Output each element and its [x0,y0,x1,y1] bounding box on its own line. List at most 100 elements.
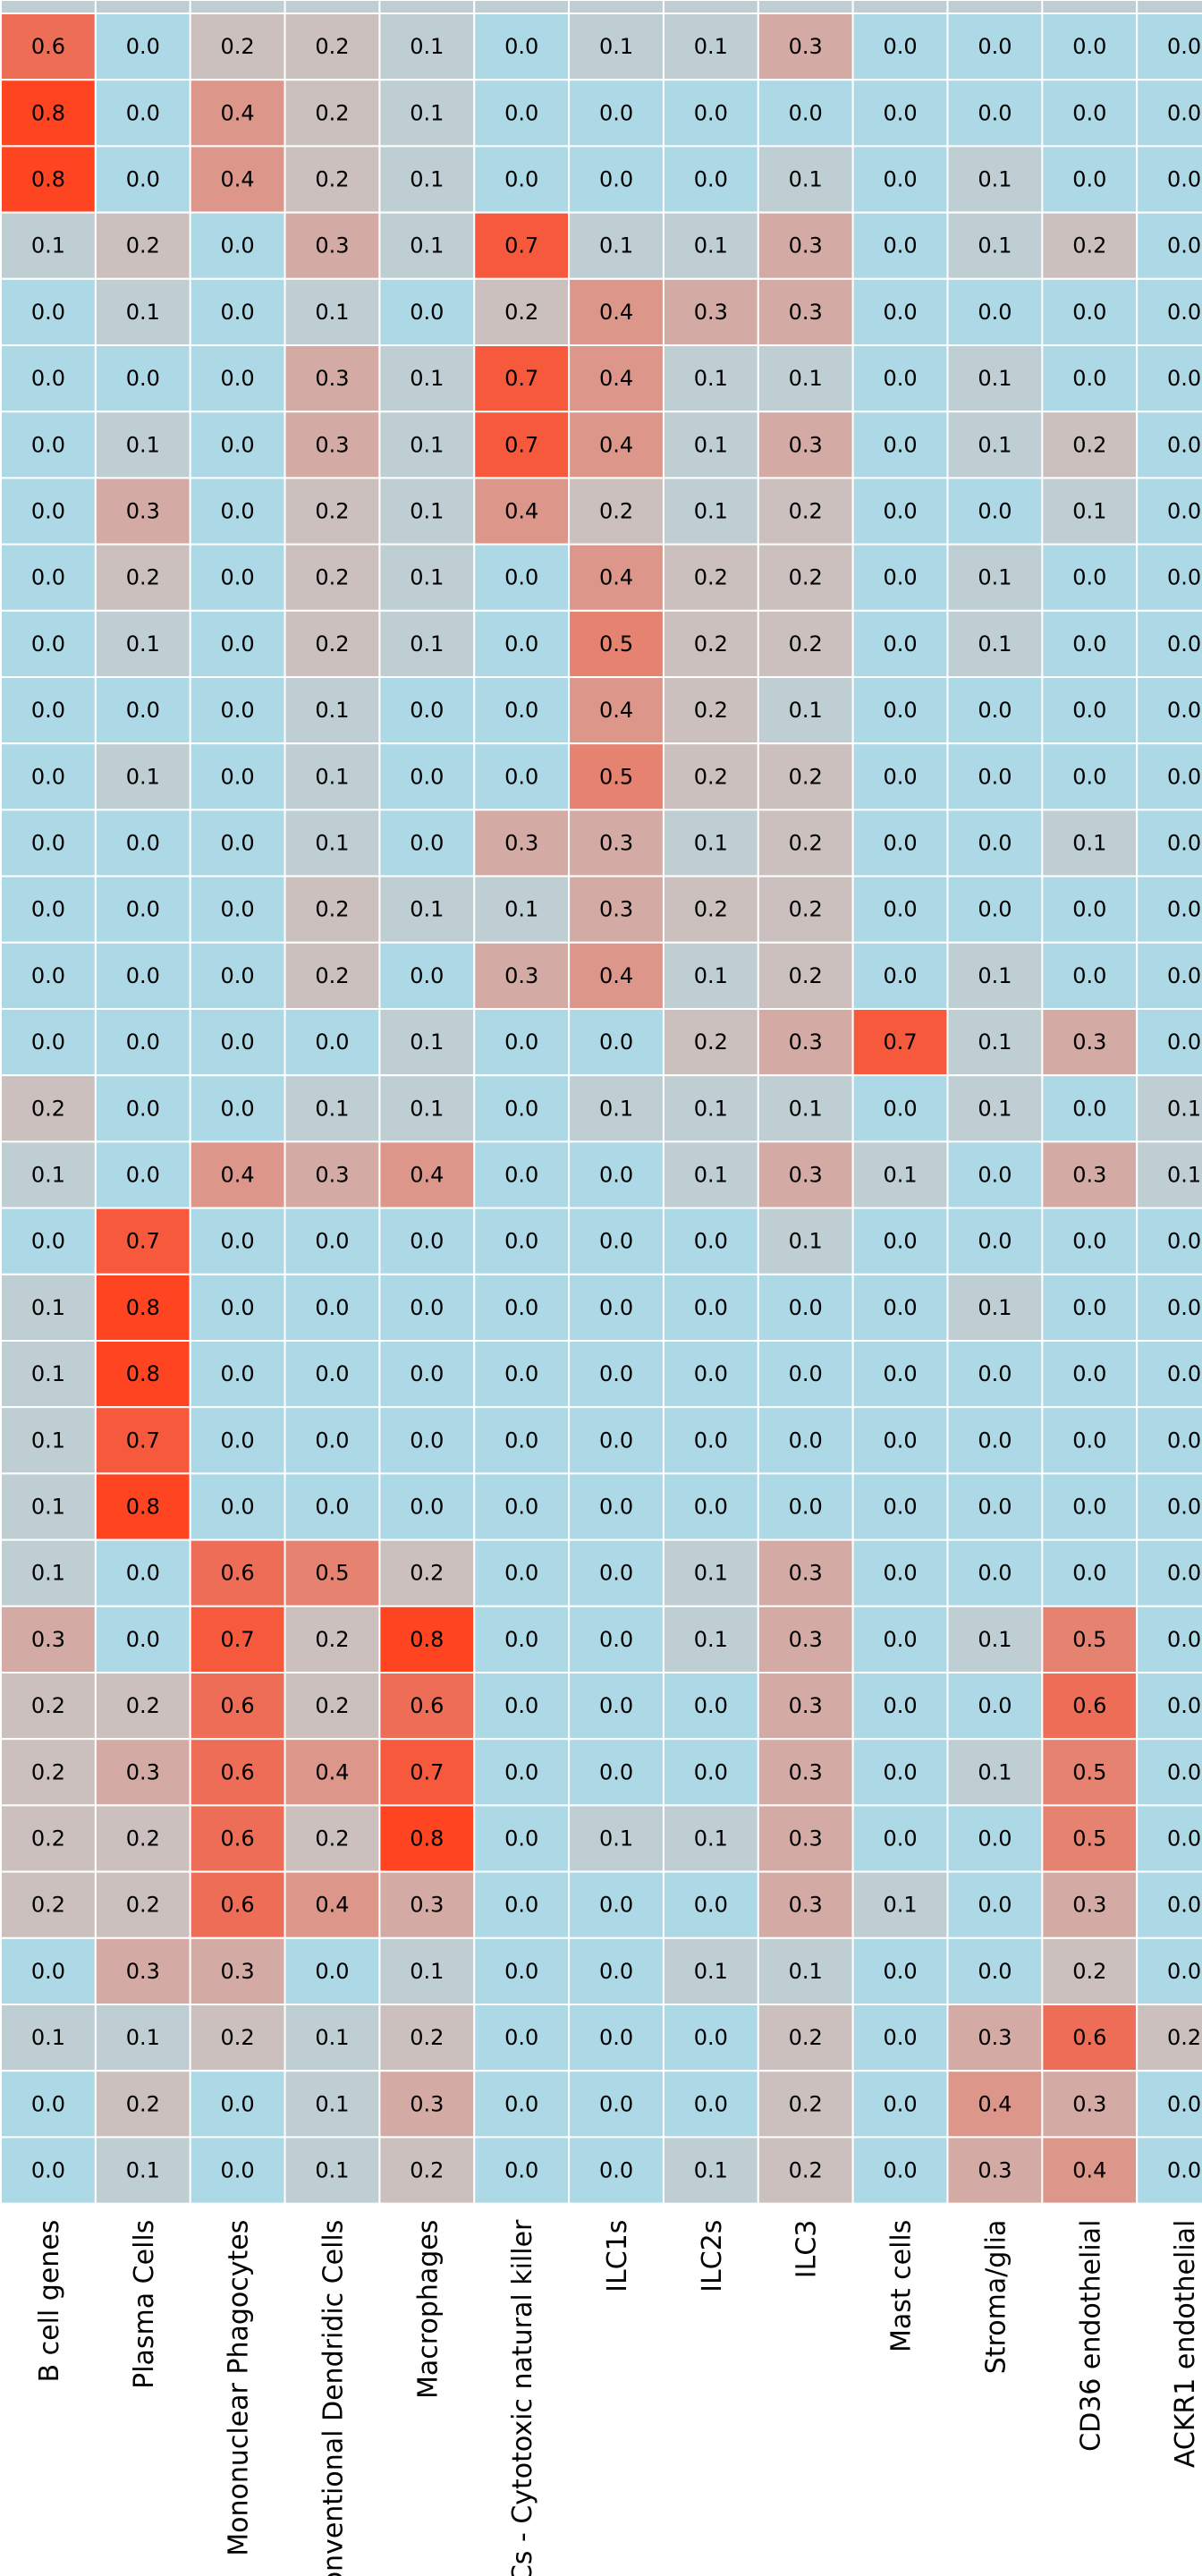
heatmap-cell [94,1804,191,1873]
heatmap-cell [662,79,759,148]
heatmap-cell [662,1406,759,1475]
heatmap-cell-value: 0.1 [883,1893,917,1918]
heatmap-cell [473,1538,571,1607]
heatmap-cell [851,1538,949,1607]
heatmap-cell [851,941,949,1011]
heatmap-cell [94,13,191,81]
heatmap-cell-value: 0.0 [599,2158,633,2183]
heatmap-cell [1041,1936,1139,2006]
heatmap-cell-value: 0.6 [221,1826,255,1852]
heatmap-cell-value: 0.0 [599,1759,633,1784]
heatmap-cell [757,2070,854,2139]
heatmap-cell [189,1605,286,1674]
heatmap-cell-value: 0.1 [694,2158,728,2183]
heatmap-cell-value: 0.0 [221,300,255,325]
heatmap-cell-value: 0.0 [1167,1229,1201,1254]
heatmap-cell-value: 0.0 [1072,764,1106,789]
column-label: ILC1s [602,2220,633,2292]
heatmap-cell-value: 0.4 [410,1163,444,1188]
heatmap-cell-value: 0.0 [694,1229,728,1254]
heatmap-cell [0,1140,97,1209]
heatmap-cell-value: 0.1 [789,1096,823,1121]
heatmap-cell [473,742,571,811]
heatmap-cell [662,676,759,745]
heatmap-cell [1041,79,1139,148]
heatmap-cell-value: 0.0 [126,698,160,723]
heatmap-cell-value: 0.4 [599,432,633,457]
heatmap-cell [0,1008,97,1077]
heatmap-cell-value: 0.0 [126,1096,160,1121]
heatmap-cell-value: 0.3 [126,499,160,524]
heatmap-cell-value: 0.0 [978,698,1012,723]
heatmap-cell [851,1074,949,1143]
heatmap-cell [94,742,191,811]
heatmap-cell [473,1406,571,1475]
heatmap-cell [946,1340,1044,1409]
heatmap-cell-value: 0.0 [1167,698,1201,723]
heatmap-cell [1136,1207,1202,1275]
heatmap-cell-value: 0.1 [126,631,160,657]
heatmap-cell [1041,742,1139,811]
heatmap-cell-value: 0.0 [126,963,160,988]
heatmap-cell-value: 0.8 [410,1627,444,1652]
heatmap-cell-value: 0.1 [410,565,444,590]
heatmap-cell-value: 0.0 [978,897,1012,922]
heatmap-cell-value: 0.5 [1072,1627,1106,1652]
heatmap-cell-value: 0.0 [221,764,255,789]
column-labels: B cell genes Plasma Cells Mononuclear Phag… [34,2219,1201,2576]
heatmap-cell-value: 0.3 [126,1759,160,1784]
heatmap-cell-value: 0.0 [504,1030,538,1055]
heatmap-cell-value: 0.1 [694,831,728,856]
heatmap-cell [568,609,664,678]
heatmap-cell [568,941,664,1011]
heatmap-cell-value: 0.0 [789,1361,823,1386]
heatmap-cell-value: 0.0 [315,1295,349,1320]
heatmap-cell-value: 0.3 [1072,1893,1106,1918]
heatmap-cell [0,1273,97,1343]
heatmap-cell [568,1273,664,1343]
heatmap-cell-value: 0.1 [694,233,728,258]
heatmap-cell-value: 0.2 [315,1627,349,1652]
heatmap-cell [568,2004,664,2072]
heatmap-cell-value: 0.0 [599,1428,633,1453]
heatmap-cell-value: 0.0 [978,1893,1012,1918]
heatmap-cell [284,344,381,413]
heatmap-cell-value: 0.0 [883,100,917,125]
heatmap-cell-value: 0.0 [978,1495,1012,1520]
heatmap-cell-value: 0.0 [221,631,255,657]
heatmap-cell-value: 0.0 [504,764,538,789]
heatmap-cell [1136,2004,1202,2072]
heatmap-cell [189,1804,286,1873]
heatmap-cell [378,1738,476,1807]
heatmap-cell-value: 0.1 [315,2158,349,2183]
heatmap-cell [189,2136,286,2205]
heatmap-cell [284,211,381,280]
heatmap-cell [284,1406,381,1475]
heatmap-cell-value: 0.0 [599,2091,633,2116]
heatmap-cell-value: 0.0 [126,1030,160,1055]
heatmap-cell-value: 0.2 [126,1893,160,1918]
heatmap-cell-value: 0.0 [978,300,1012,325]
heatmap-cell-value: 0.0 [883,499,917,524]
column-label: Plasma Cells [129,2220,160,2389]
heatmap-cell [284,1207,381,1275]
heatmap-cell-value: 0.0 [1072,100,1106,125]
heatmap-cell [568,277,664,346]
heatmap-cell [946,1207,1044,1275]
heatmap-cell-value: 0.0 [694,1893,728,1918]
heatmap-cell-value: 0.0 [126,34,160,59]
heatmap-cell-value: 0.3 [789,432,823,457]
heatmap-cell-value: 0.6 [410,1693,444,1718]
heatmap-cell [662,1008,759,1077]
heatmap-cell-value: 0.0 [315,1959,349,1984]
heatmap-cell-edge [0,0,97,14]
heatmap-cell-value: 0.1 [410,631,444,657]
heatmap-cell [284,277,381,346]
heatmap-cell [473,1207,571,1275]
heatmap-cell [473,344,571,413]
heatmap-cell [851,2004,949,2072]
heatmap-cell-value: 0.0 [694,1295,728,1320]
column-label: Macrophages [412,2220,444,2399]
heatmap-cell [1041,13,1139,81]
heatmap-cell-value: 0.1 [126,432,160,457]
